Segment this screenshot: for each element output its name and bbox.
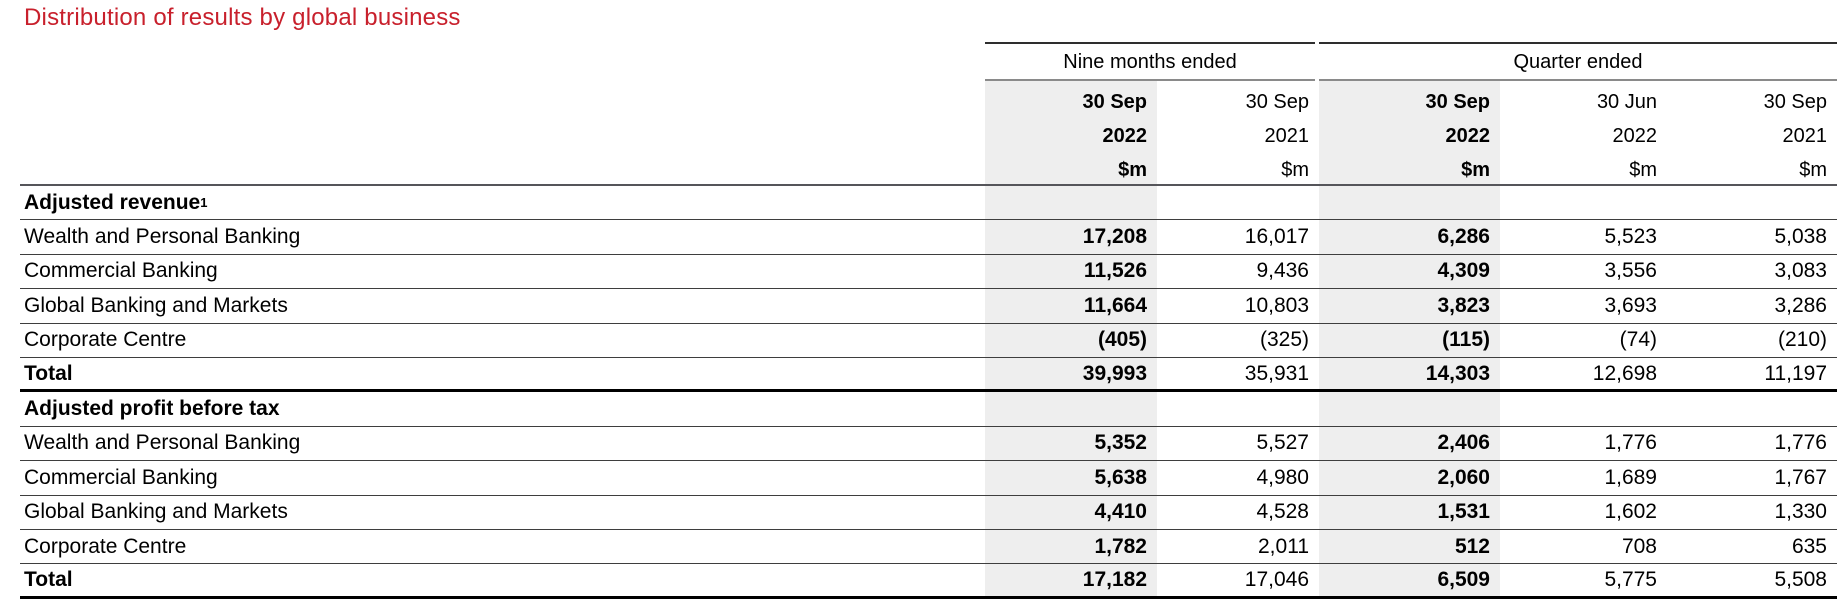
value-cell: 3,083 [1774,259,1827,283]
value-cell: 1,330 [1774,500,1827,524]
table-row: Commercial Banking 5,638 4,980 2,060 1,689 1,… [20,461,1837,496]
value-cell: (115) [1319,323,1500,357]
value-cell: 2,406 [1319,426,1500,461]
section-header-row-0: Adjusted revenue 1 [20,186,1837,221]
column-group-nine-months-ended: Nine months ended [985,42,1315,81]
value-cell: 11,197 [1764,361,1827,385]
results-table: Nine months ended Quarter ended 30 Sep 2… [20,42,1837,599]
total-row-0: Total 39,993 35,931 14,303 12,698 11,197 [20,357,1837,393]
value-cell: 5,527 [1256,431,1309,455]
date-cell-q-sep-2021: 30 Sep 2021 $m [1763,91,1827,181]
column-date-header-row: 30 Sep 2022 $m 30 Sep 2021 $m 30 Sep 202… [20,81,1837,186]
column-group-quarter-ended: Quarter ended [1319,42,1837,81]
row-label: Commercial Banking [24,465,218,489]
row-label: Commercial Banking [24,259,218,283]
value-cell: 3,556 [1604,259,1657,283]
value-cell: 5,775 [1604,567,1657,591]
group-row-label-spacer [20,42,985,81]
value-cell: 11,664 [985,289,1157,323]
row-label: Adjusted profit before tax [24,397,280,421]
value-cell: 10,803 [1244,293,1309,317]
value-cell [1319,392,1500,426]
value-cell: 4,309 [1319,254,1500,289]
value-cell: 5,638 [985,461,1157,495]
value-cell: (74) [1619,328,1657,352]
row-label: Global Banking and Markets [24,293,288,317]
value-cell [1157,392,1319,425]
value-cell: 17,046 [1244,567,1309,591]
table-row: Corporate Centre 1,782 2,011 512 708 635 [20,529,1837,565]
value-cell: 1,767 [1774,465,1827,489]
value-cell: 5,508 [1774,567,1827,591]
table-row: Wealth and Personal Banking 17,208 16,017 6… [20,220,1837,255]
date-cell-nm-2022: 30 Sep 2022 $m [985,81,1157,184]
value-cell: 4,528 [1256,500,1309,524]
value-cell: 1,776 [1774,431,1827,455]
value-cell: 1,782 [985,529,1157,564]
value-cell: 12,698 [1592,361,1657,385]
value-cell [1667,392,1837,425]
table-row: Wealth and Personal Banking 5,352 5,527 2,4… [20,426,1837,462]
value-cell: 6,286 [1319,220,1500,254]
value-cell: (325) [1259,328,1309,352]
value-cell: 1,776 [1604,431,1657,455]
row-label: Wealth and Personal Banking [24,431,301,455]
value-cell: 2,011 [1258,534,1309,558]
value-cell [1500,186,1667,219]
value-cell: (210) [1777,328,1827,352]
date-cell-nm-2021: 30 Sep 2021 $m [1245,91,1309,181]
table-row: Global Banking and Markets 11,664 10,803 3,… [20,289,1837,324]
value-cell: 14,303 [1319,357,1500,390]
value-cell: 4,980 [1256,465,1309,489]
value-cell: 17,208 [985,220,1157,254]
value-cell: 5,038 [1774,225,1827,249]
value-cell [1157,186,1319,219]
table-row: Commercial Banking 11,526 9,436 4,309 3,556 3… [20,254,1837,290]
value-cell: 1,602 [1604,500,1657,524]
value-cell: 6,509 [1319,564,1500,596]
value-cell: 5,352 [985,426,1157,461]
table-body: Adjusted revenue 1 Wealth and Personal Ban… [20,186,1837,599]
value-cell: 17,182 [985,564,1157,596]
value-cell: 635 [1791,534,1827,558]
value-cell: 4,410 [985,495,1157,529]
value-cell: 3,286 [1774,293,1827,317]
row-label: Total [24,567,73,591]
value-cell: 3,823 [1319,289,1500,323]
value-cell: 5,523 [1604,225,1657,249]
row-label: Total [24,361,73,385]
value-cell: (405) [985,323,1157,357]
value-cell: 1,531 [1319,495,1500,529]
row-label: Global Banking and Markets [24,500,288,524]
value-cell: 9,436 [1256,259,1309,283]
value-cell: 3,693 [1604,293,1657,317]
row-label: Adjusted revenue 1 [24,190,208,214]
section-header-row-1: Adjusted profit before tax [20,392,1837,427]
value-cell: 708 [1621,534,1657,558]
table-row: Corporate Centre (405) (325) (115) (74) (210) [20,323,1837,358]
row-label: Wealth and Personal Banking [24,225,301,249]
row-label: Corporate Centre [24,328,187,352]
value-cell [1667,186,1837,219]
value-cell: 35,931 [1244,361,1309,385]
page-title: Distribution of results by global busine… [24,4,461,31]
value-cell [1500,392,1667,425]
value-cell [985,186,1157,220]
value-cell: 39,993 [985,357,1157,390]
value-cell [985,392,1157,426]
value-cell: 11,526 [985,254,1157,289]
value-cell: 16,017 [1244,225,1309,249]
column-group-header-row: Nine months ended Quarter ended [20,42,1837,81]
row-label: Corporate Centre [24,534,187,558]
value-cell [1319,186,1500,220]
total-row-1: Total 17,182 17,046 6,509 5,775 5,508 [20,564,1837,599]
date-cell-q-jun-2022: 30 Jun 2022 $m [1596,91,1657,181]
value-cell: 2,060 [1319,461,1500,495]
value-cell: 1,689 [1604,465,1657,489]
date-cell-q-sep-2022: 30 Sep 2022 $m [1319,81,1500,184]
value-cell: 512 [1319,529,1500,564]
date-row-label-spacer [20,81,985,184]
table-row: Global Banking and Markets 4,410 4,528 1,53… [20,495,1837,530]
